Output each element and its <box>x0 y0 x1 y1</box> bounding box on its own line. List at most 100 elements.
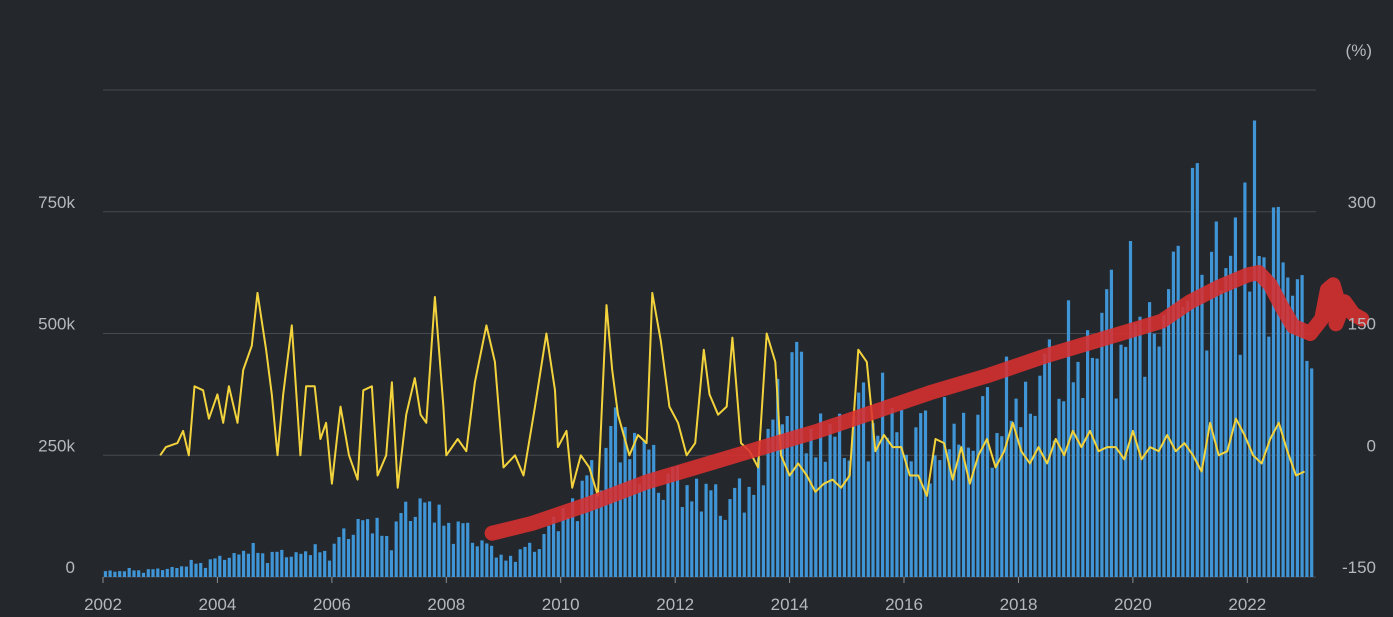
bar-series <box>103 120 1314 578</box>
bar <box>394 521 398 577</box>
bar <box>1257 256 1261 577</box>
bar <box>838 413 842 577</box>
bar <box>537 549 541 577</box>
bar <box>165 568 169 577</box>
bar <box>513 561 517 577</box>
bar <box>1186 300 1190 577</box>
bar <box>1014 398 1018 577</box>
bar <box>308 555 312 577</box>
bar <box>742 512 746 577</box>
bar <box>556 531 560 577</box>
bar <box>189 559 193 577</box>
bar <box>685 485 689 577</box>
bar <box>113 571 117 577</box>
bar <box>704 483 708 577</box>
bar <box>823 461 827 577</box>
bar <box>623 427 627 577</box>
bar <box>747 486 751 577</box>
hand-drawn-annotation <box>484 265 1370 541</box>
bar <box>156 568 160 577</box>
bar <box>256 552 260 577</box>
left-tick-label: 750k <box>38 193 75 212</box>
bar <box>223 559 227 577</box>
bar <box>1195 163 1199 577</box>
bar <box>1162 315 1166 577</box>
bar <box>1267 336 1271 577</box>
bar <box>828 423 832 577</box>
bar <box>723 519 727 577</box>
x-tick-label: 2018 <box>1000 595 1038 614</box>
bar <box>275 551 279 577</box>
bar <box>323 550 327 577</box>
bar <box>528 542 532 577</box>
bar <box>1252 120 1257 577</box>
bar <box>151 569 155 577</box>
bar <box>1062 401 1066 577</box>
bar <box>108 570 112 577</box>
right-tick-label: 0 <box>1367 436 1376 455</box>
bar <box>580 480 584 577</box>
bar <box>575 521 579 577</box>
bar <box>1171 251 1175 577</box>
bar <box>313 544 317 577</box>
bar <box>590 460 594 577</box>
bar <box>962 412 966 577</box>
bar <box>332 543 336 577</box>
bar <box>933 455 937 577</box>
bar <box>1157 346 1161 577</box>
bar <box>370 533 374 577</box>
bar <box>709 490 713 577</box>
bar <box>566 517 570 577</box>
bar <box>799 351 804 577</box>
bar <box>518 549 522 577</box>
bar <box>246 553 250 577</box>
bar <box>270 551 274 577</box>
bar <box>552 516 556 577</box>
bar <box>461 523 465 577</box>
bar <box>652 444 656 577</box>
bar <box>737 478 742 577</box>
bar <box>900 409 904 577</box>
growth-line <box>159 291 1306 497</box>
bar <box>346 539 351 577</box>
bar <box>509 555 513 577</box>
bar <box>1090 357 1094 577</box>
left-tick-label: 500k <box>38 315 75 334</box>
bar <box>1109 269 1113 577</box>
bar <box>227 557 231 577</box>
bar <box>218 555 222 577</box>
bar <box>380 535 384 577</box>
bar <box>699 511 703 577</box>
bar <box>428 501 432 577</box>
bar <box>1086 330 1090 577</box>
bar <box>928 483 932 577</box>
bar <box>919 413 923 577</box>
bar <box>342 528 346 577</box>
bar <box>1238 354 1242 577</box>
bar <box>127 568 131 577</box>
bar <box>795 341 799 577</box>
bar <box>1100 312 1104 577</box>
bar <box>971 450 975 577</box>
bar <box>475 546 479 577</box>
bar <box>480 540 484 577</box>
bar <box>208 559 212 577</box>
bar <box>366 519 370 577</box>
bar <box>1028 413 1032 577</box>
bar <box>561 508 565 577</box>
bar <box>194 563 198 577</box>
bar <box>1224 268 1228 577</box>
grid <box>103 89 1316 578</box>
bar <box>161 570 165 577</box>
bar <box>1143 376 1147 577</box>
bar <box>1271 207 1276 577</box>
bar <box>1176 245 1180 578</box>
bar <box>1038 375 1042 577</box>
bar <box>895 432 899 577</box>
bar <box>909 461 913 577</box>
bar <box>456 521 460 577</box>
bar <box>976 414 980 577</box>
bar <box>780 424 784 577</box>
x-tick-label: 2002 <box>84 595 122 614</box>
bar <box>852 416 856 577</box>
